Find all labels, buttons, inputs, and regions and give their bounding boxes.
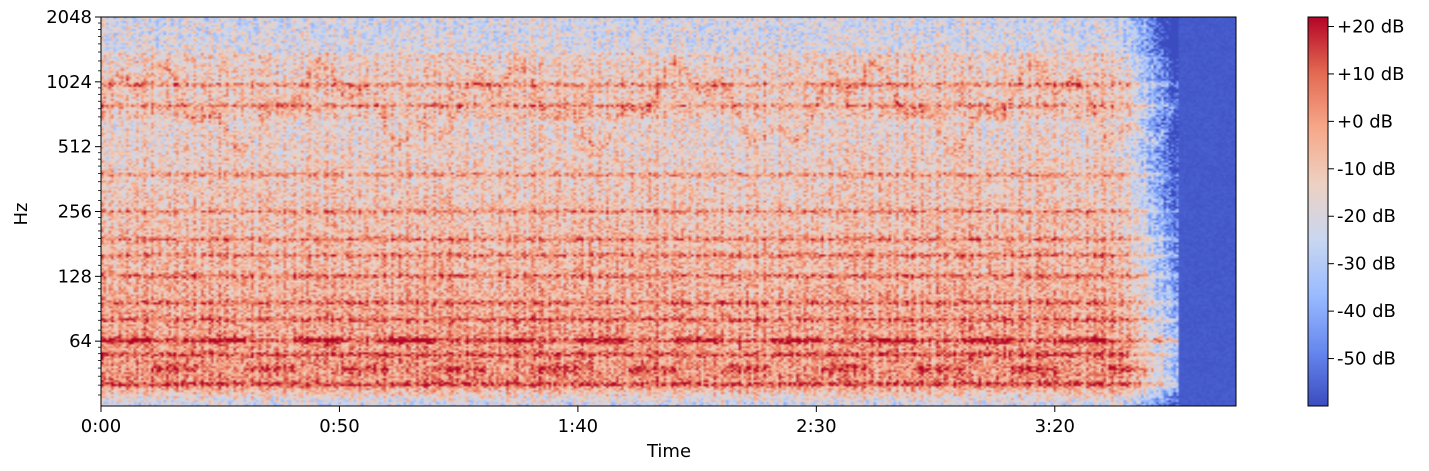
x-axis: 0:00 0:50 1:40 2:30 3:20 [81, 406, 1075, 437]
colorbar-tick-label: -20 dB [1337, 206, 1396, 227]
y-tick-label: 2048 [46, 7, 92, 28]
y-tick-label: 512 [58, 137, 92, 158]
y-axis: 64 128 256 512 1024 2048 [46, 7, 101, 352]
y-tick-label: 128 [58, 266, 92, 287]
x-tick-label: 1:40 [558, 416, 598, 437]
y-tick-label: 1024 [46, 72, 92, 93]
colorbar: +20 dB +10 dB +0 dB -10 dB -20 dB -30 dB -40 d… [1307, 16, 1404, 407]
spectrogram-image [101, 17, 1236, 406]
colorbar-tick-label: -30 dB [1337, 254, 1396, 275]
x-tick-label: 0:50 [319, 416, 359, 437]
colorbar-gradient [1307, 16, 1329, 407]
colorbar-tick-label: -40 dB [1337, 301, 1396, 322]
colorbar-tick-label: -10 dB [1337, 159, 1396, 180]
colorbar-tick-label: +20 dB [1337, 16, 1404, 37]
colorbar-tick-label: +0 dB [1337, 111, 1393, 132]
x-tick-label: 2:30 [796, 416, 836, 437]
x-tick-label: 3:20 [1035, 416, 1075, 437]
y-tick-label: 256 [58, 202, 92, 223]
colorbar-tick-label: -50 dB [1337, 349, 1396, 370]
y-axis-title: Hz [11, 203, 32, 226]
x-tick-label: 0:00 [81, 416, 121, 437]
colorbar-tick-label: +10 dB [1337, 64, 1404, 85]
x-axis-title: Time [646, 441, 691, 462]
y-tick-label: 64 [69, 331, 92, 352]
spectrogram-heatmap [101, 17, 1236, 406]
colorbar-ticks: +20 dB +10 dB +0 dB -10 dB -20 dB -30 dB -40 d… [1328, 16, 1404, 370]
y-axis-minor-ticks [98, 22, 101, 396]
